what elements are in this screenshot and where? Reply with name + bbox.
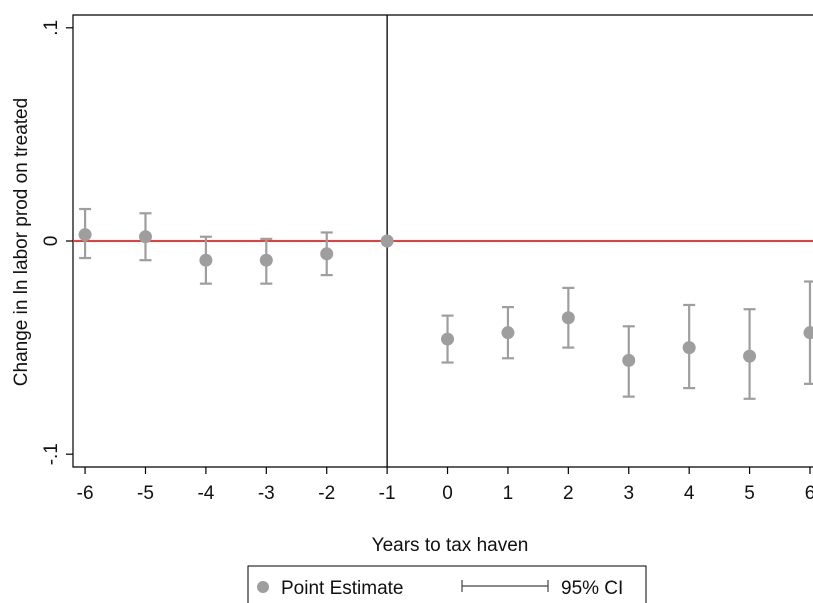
reference-lines	[73, 15, 813, 467]
x-tick-label: 4	[684, 483, 695, 504]
x-tick-label: -4	[197, 483, 214, 504]
point-estimate	[320, 247, 334, 261]
y-tick-label: .1	[41, 20, 62, 36]
y-tick-label: 0	[41, 236, 62, 247]
y-axis-label: Change in ln labor prod on treated	[11, 98, 32, 386]
x-tick-label: -5	[137, 483, 154, 504]
point-estimate	[78, 228, 92, 242]
x-tick-label: 3	[623, 483, 634, 504]
point-estimate	[441, 332, 455, 346]
legend: Point Estimate 95% CI	[247, 565, 647, 603]
point-estimate	[259, 253, 273, 267]
x-tick-label: -2	[318, 483, 335, 504]
legend-box	[247, 565, 647, 603]
point-estimate	[561, 311, 575, 325]
point-estimate	[743, 349, 757, 363]
point-estimate	[803, 326, 813, 340]
point-estimate	[138, 230, 152, 244]
legend-ci-label: 95% CI	[561, 578, 623, 599]
point-markers	[78, 228, 813, 367]
legend-point-label: Point Estimate	[281, 578, 404, 599]
x-tick-label: 2	[563, 483, 574, 504]
x-tick-label: 0	[442, 483, 453, 504]
point-estimate	[501, 326, 515, 340]
x-tick-label: -1	[379, 483, 396, 504]
point-estimate	[380, 234, 394, 248]
point-estimate	[199, 253, 213, 267]
x-tick-label: 6	[805, 483, 813, 504]
y-tick-label: -.1	[41, 443, 62, 465]
x-tick-label: 5	[744, 483, 755, 504]
point-estimate	[622, 353, 636, 367]
error-bars	[79, 207, 813, 400]
x-tick-label: -6	[77, 483, 94, 504]
x-axis: -6 -5 -4 -3 -2 -1 0 1 2 3 4 5 6	[77, 467, 813, 504]
x-tick-label: 1	[503, 483, 514, 504]
x-tick-label: -3	[258, 483, 275, 504]
point-estimate	[682, 341, 696, 355]
x-axis-label: Years to tax haven	[372, 535, 529, 556]
legend-point-marker	[257, 581, 269, 593]
y-axis: .1 0 -.1	[41, 20, 73, 465]
